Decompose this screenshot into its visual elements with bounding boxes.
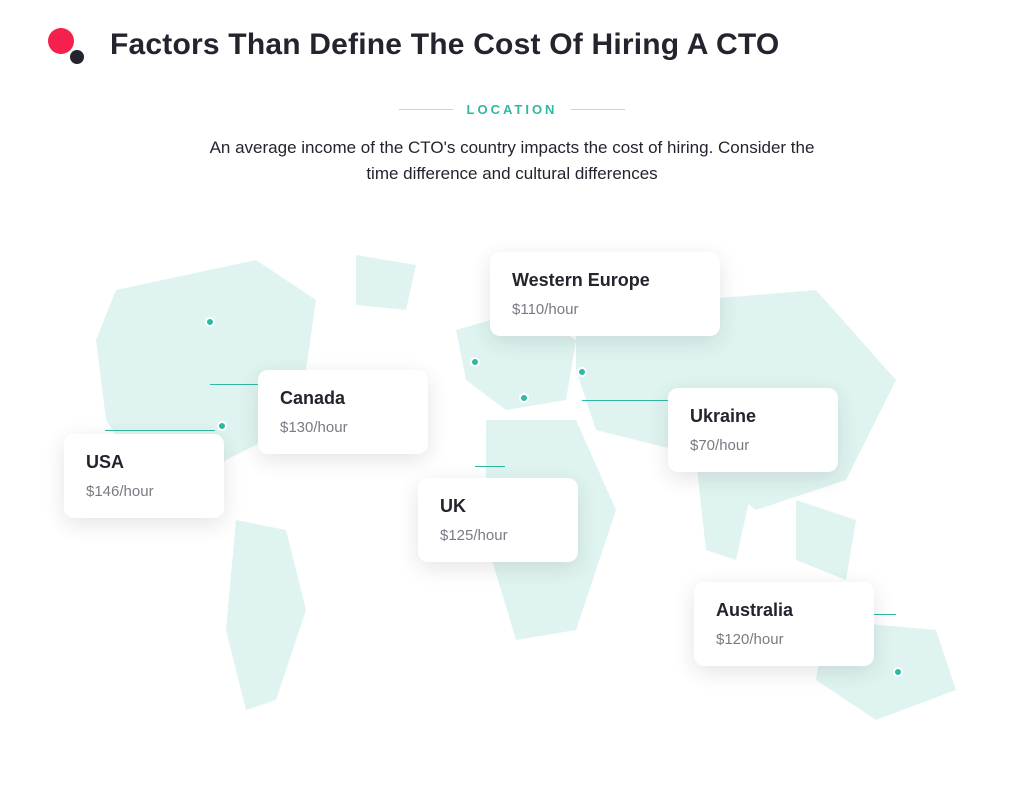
rate-card-rate: $125/hour (440, 527, 556, 544)
page-title: Factors Than Define The Cost Of Hiring A… (110, 28, 779, 62)
rate-card-canada: Canada $130/hour (258, 370, 428, 454)
rate-card-name: Canada (280, 388, 406, 409)
map-pin-aus (893, 667, 903, 677)
rate-card-rate: $146/hour (86, 483, 202, 500)
header: Factors Than Define The Cost Of Hiring A… (0, 0, 1024, 62)
rate-card-name: UK (440, 496, 556, 517)
map-pin-weurope (519, 393, 529, 403)
section-subtitle: An average income of the CTO's country i… (192, 135, 832, 188)
logo-dot-dark (70, 50, 84, 64)
rate-card-rate: $110/hour (512, 301, 698, 318)
connector-ukraine (582, 400, 674, 401)
map-pin-canada (205, 317, 215, 327)
rate-card-name: Ukraine (690, 406, 816, 427)
rule-left (399, 109, 453, 110)
rate-card-name: Australia (716, 600, 852, 621)
rate-card-usa: USA $146/hour (64, 434, 224, 518)
rate-card-uk: UK $125/hour (418, 478, 578, 562)
rule-right (571, 109, 625, 110)
map-pin-ukraine (577, 367, 587, 377)
rate-card-rate: $70/hour (690, 437, 816, 454)
rate-card-aus: Australia $120/hour (694, 582, 874, 666)
rate-card-name: Western Europe (512, 270, 698, 291)
map-pin-uk (470, 357, 480, 367)
section-label-row: LOCATION (0, 102, 1024, 117)
rate-card-rate: $130/hour (280, 419, 406, 436)
rate-card-name: USA (86, 452, 202, 473)
rate-card-rate: $120/hour (716, 631, 852, 648)
rate-card-ukraine: Ukraine $70/hour (668, 388, 838, 472)
connector-usa (105, 430, 215, 431)
connector-uk (475, 466, 505, 467)
rate-card-weurope: Western Europe $110/hour (490, 252, 720, 336)
map-pin-usa (217, 421, 227, 431)
logo-dot-red (48, 28, 74, 54)
logo-icon (48, 28, 82, 62)
section-label: LOCATION (453, 102, 572, 117)
